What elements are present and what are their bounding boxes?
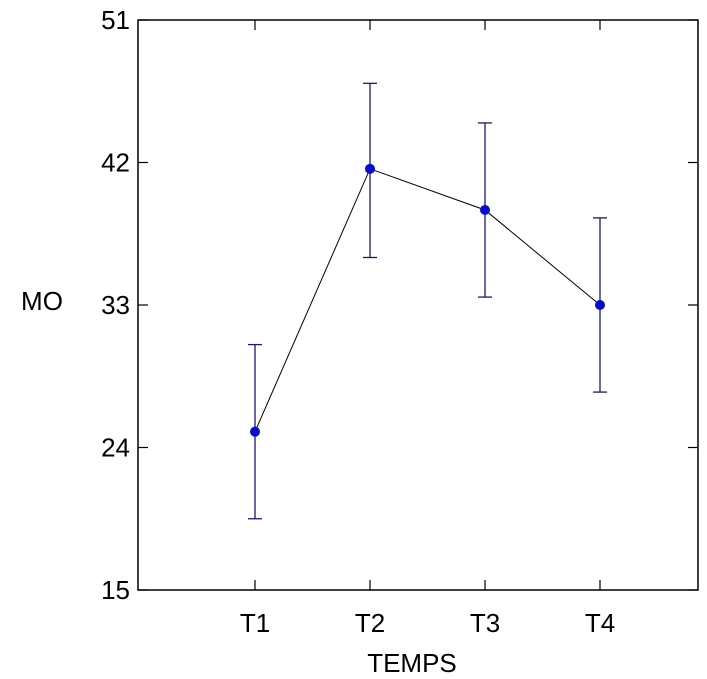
- y-axis-title: MO: [21, 286, 63, 316]
- x-tick-label: T4: [585, 608, 615, 638]
- x-axis-ticks: T1 T2 T3 T4: [240, 20, 615, 638]
- y-tick-label: 15: [101, 575, 130, 605]
- series-line: [254, 168, 601, 432]
- y-tick-label: 33: [101, 290, 130, 320]
- x-tick-label: T3: [470, 608, 500, 638]
- x-tick-label: T1: [240, 608, 270, 638]
- data-point: [365, 163, 375, 174]
- y-tick-label: 51: [101, 5, 130, 35]
- series-layer: [248, 82, 607, 520]
- data-point: [595, 300, 605, 310]
- data-point: [480, 205, 490, 215]
- x-tick-label: T2: [355, 608, 385, 638]
- y-tick-label: 24: [101, 433, 130, 463]
- plot-frame: [137, 19, 699, 591]
- data-point: [250, 426, 260, 437]
- x-axis-title: TEMPS: [367, 648, 457, 678]
- y-axis-ticks: 15 24 33 42 51: [101, 5, 698, 605]
- y-tick-label: 42: [101, 148, 130, 178]
